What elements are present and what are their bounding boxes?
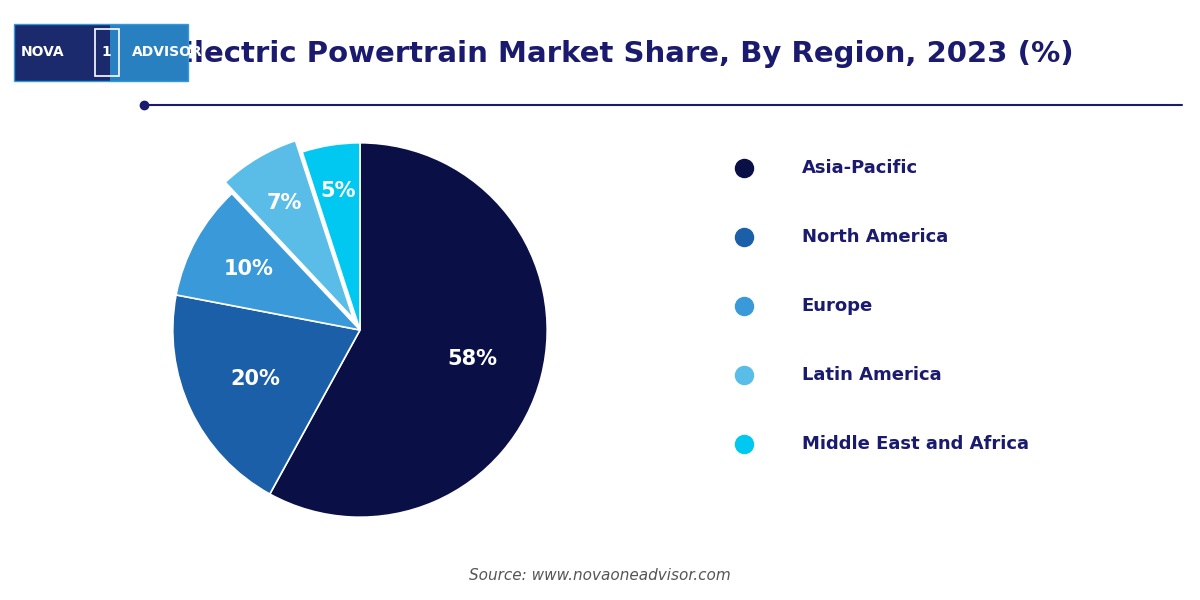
Text: Latin America: Latin America [802, 366, 941, 384]
Text: North America: North America [802, 228, 948, 246]
Wedge shape [302, 143, 360, 330]
Text: 1: 1 [102, 46, 112, 59]
Text: 20%: 20% [230, 370, 280, 389]
Text: 58%: 58% [448, 349, 498, 369]
Text: Europe: Europe [802, 297, 872, 315]
Text: NOVA: NOVA [20, 46, 64, 59]
Text: Electric Powertrain Market Share, By Region, 2023 (%): Electric Powertrain Market Share, By Reg… [174, 40, 1074, 68]
Text: Source: www.novaoneadvisor.com: Source: www.novaoneadvisor.com [469, 569, 731, 583]
Bar [110, 24, 188, 81]
Wedge shape [173, 295, 360, 494]
Bar [14, 24, 188, 81]
Text: 10%: 10% [223, 259, 274, 278]
Text: 5%: 5% [320, 181, 355, 202]
Wedge shape [270, 143, 547, 517]
Text: 7%: 7% [268, 193, 302, 213]
Text: ADVISOR: ADVISOR [132, 46, 203, 59]
Wedge shape [176, 194, 360, 330]
Wedge shape [226, 140, 353, 319]
Text: Asia-Pacific: Asia-Pacific [802, 159, 918, 177]
Bar [14, 24, 110, 81]
Text: Middle East and Africa: Middle East and Africa [802, 435, 1028, 453]
